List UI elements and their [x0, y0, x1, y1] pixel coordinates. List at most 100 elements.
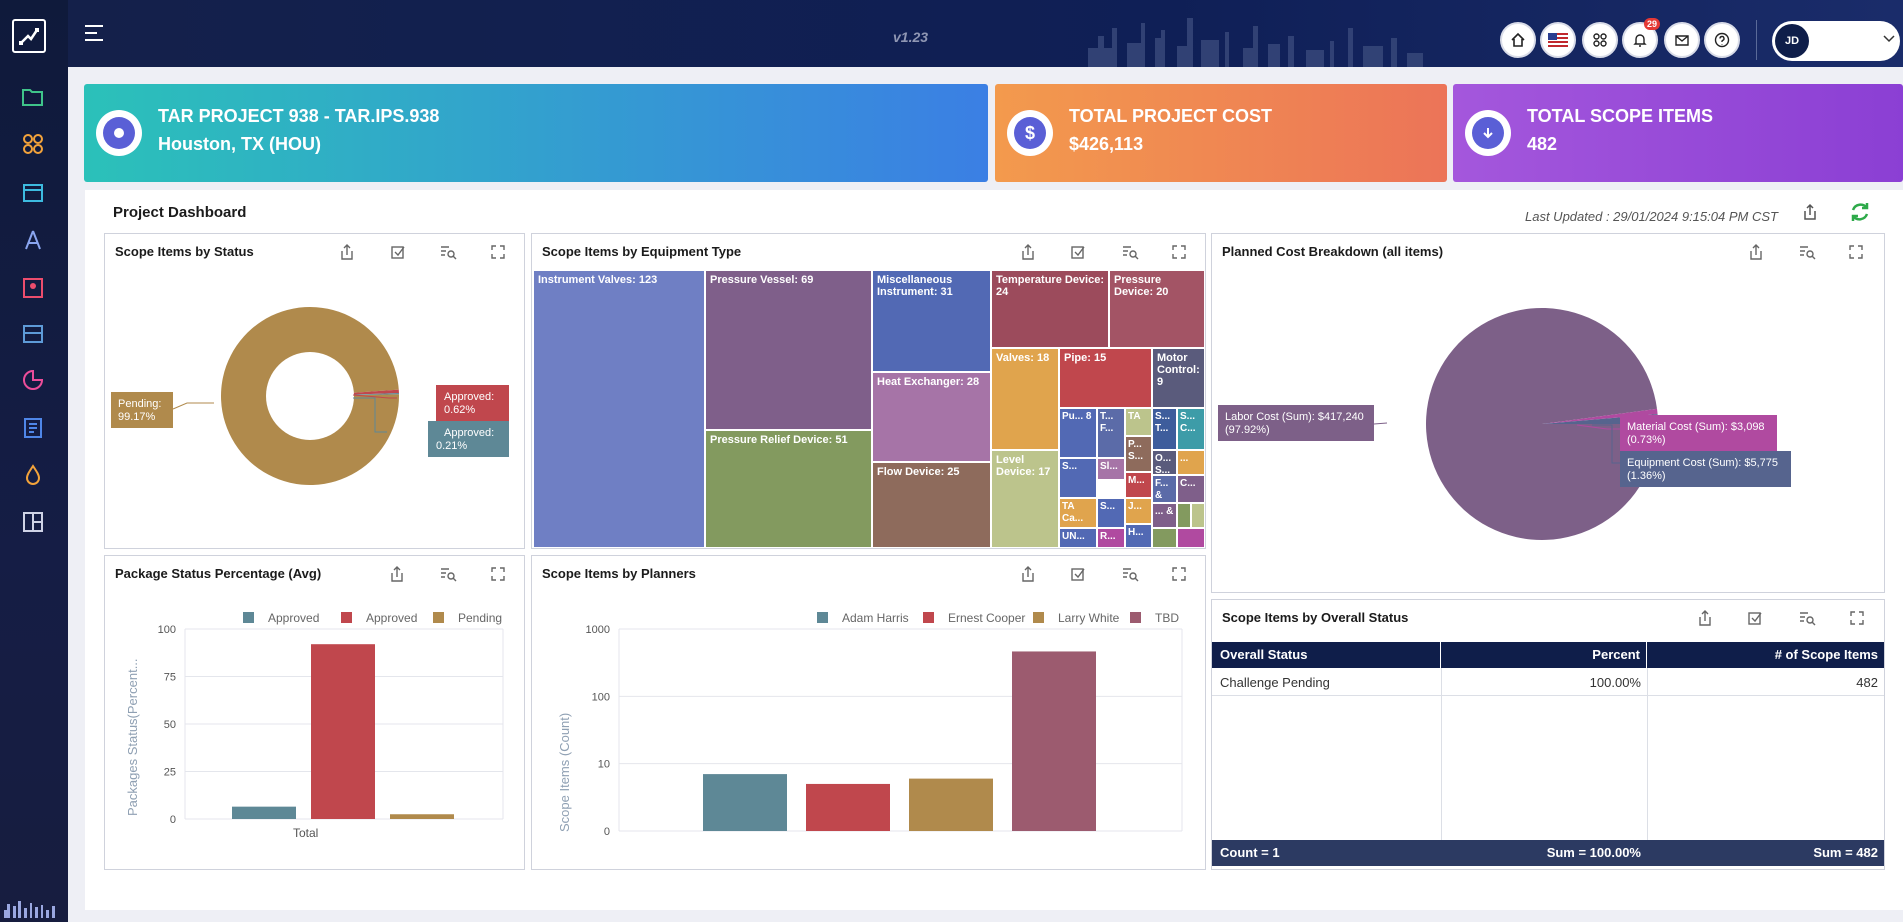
select-icon[interactable]	[1068, 564, 1088, 584]
home-button[interactable]	[1500, 22, 1536, 58]
menu-icon[interactable]	[84, 24, 104, 42]
export-icon[interactable]	[387, 564, 407, 584]
treemap-cell[interactable]: P... S...	[1125, 436, 1152, 472]
y-axis-label: Scope Items (Count)	[557, 713, 572, 832]
treemap-cell[interactable]	[1177, 503, 1191, 528]
treemap-cell[interactable]: Instrument Valves: 123	[533, 270, 705, 548]
apps-icon[interactable]	[20, 131, 46, 157]
select-icon[interactable]	[1068, 242, 1088, 262]
filter-search-icon[interactable]	[438, 242, 458, 262]
legend-item[interactable]: Approved	[341, 611, 417, 625]
dashboard-export-icon[interactable]	[1801, 203, 1819, 221]
treemap-cell[interactable]: UN...	[1059, 528, 1097, 548]
bar[interactable]	[1012, 651, 1096, 831]
treemap-cell[interactable]: Motor Control: 9	[1152, 348, 1205, 408]
treemap-cell[interactable]: T... F...	[1097, 408, 1125, 458]
expand-icon[interactable]	[1169, 242, 1189, 262]
filter-search-icon[interactable]	[1797, 242, 1817, 262]
apps-button[interactable]	[1582, 22, 1618, 58]
treemap-cell[interactable]: O... S...	[1152, 450, 1177, 475]
pie-slice[interactable]	[1426, 307, 1658, 540]
treemap-cell[interactable]: TA	[1125, 408, 1152, 436]
export-icon[interactable]	[1746, 242, 1766, 262]
table-header[interactable]: Overall Status	[1212, 642, 1441, 668]
treemap-cell[interactable]: Sl...	[1097, 458, 1125, 480]
drop-icon[interactable]	[20, 462, 46, 488]
treemap-cell[interactable]: S... T...	[1152, 408, 1177, 450]
treemap-cell[interactable]: Valves: 18	[991, 348, 1059, 450]
filter-search-icon[interactable]	[438, 564, 458, 584]
bar[interactable]	[390, 814, 454, 819]
export-icon[interactable]	[1018, 242, 1038, 262]
legend-item[interactable]: TBD	[1130, 611, 1179, 625]
document-icon[interactable]	[20, 415, 46, 441]
export-icon[interactable]	[1695, 608, 1715, 628]
select-icon[interactable]	[388, 242, 408, 262]
contact-icon[interactable]	[20, 275, 46, 301]
treemap-cell[interactable]: Pressure Device: 20	[1109, 270, 1205, 348]
legend-item[interactable]: Approved	[243, 611, 319, 625]
pie-slice[interactable]	[1542, 408, 1658, 424]
legend-item[interactable]: Ernest Cooper	[923, 611, 1025, 625]
expand-icon[interactable]	[488, 564, 508, 584]
expand-icon[interactable]	[1846, 242, 1866, 262]
treemap-cell[interactable]: S... C...	[1177, 408, 1205, 450]
treemap-cell[interactable]	[1191, 503, 1205, 528]
chevron-down-icon[interactable]	[1883, 35, 1895, 43]
bar[interactable]	[311, 644, 375, 819]
treemap-cell[interactable]: S...	[1097, 498, 1125, 528]
grid-icon[interactable]	[20, 509, 46, 535]
treemap-cell[interactable]	[1177, 528, 1205, 548]
treemap-cell[interactable]: H...	[1125, 524, 1152, 548]
filter-search-icon[interactable]	[1120, 564, 1140, 584]
treemap-cell[interactable]: TA Ca...	[1059, 498, 1097, 528]
messages-button[interactable]	[1664, 22, 1700, 58]
refresh-icon[interactable]	[1848, 200, 1872, 224]
select-icon[interactable]	[1745, 608, 1765, 628]
treemap-cell[interactable]: Flow Device: 25	[872, 462, 991, 548]
folder-icon[interactable]	[20, 84, 46, 110]
treemap-cell[interactable]: M...	[1125, 472, 1152, 498]
bar[interactable]	[909, 778, 993, 831]
compass-icon[interactable]	[20, 227, 46, 253]
treemap-cell[interactable]: C...	[1177, 475, 1205, 503]
layout-icon[interactable]	[20, 321, 46, 347]
help-button[interactable]	[1704, 22, 1740, 58]
treemap-cell[interactable]: Pressure Relief Device: 51	[705, 430, 872, 548]
language-button[interactable]	[1540, 22, 1576, 58]
export-icon[interactable]	[337, 242, 357, 262]
treemap-cell[interactable]: F... &	[1152, 475, 1177, 503]
expand-icon[interactable]	[1847, 608, 1867, 628]
legend-item[interactable]: Larry White	[1033, 611, 1119, 625]
app-logo[interactable]	[12, 19, 46, 53]
treemap-cell[interactable]: ...	[1177, 450, 1205, 475]
legend-item[interactable]: Adam Harris	[817, 611, 909, 625]
notifications-button[interactable]: 29	[1622, 18, 1660, 58]
filter-search-icon[interactable]	[1120, 242, 1140, 262]
expand-icon[interactable]	[1169, 564, 1189, 584]
user-avatar[interactable]: JD	[1775, 24, 1809, 58]
treemap-cell[interactable]	[1152, 528, 1177, 548]
treemap-cell[interactable]: ... &	[1152, 503, 1177, 528]
treemap-cell[interactable]: Pipe: 15	[1059, 348, 1152, 408]
table-header[interactable]: Percent	[1441, 642, 1647, 668]
bar[interactable]	[232, 806, 296, 819]
export-icon[interactable]	[1018, 564, 1038, 584]
bar[interactable]	[806, 783, 890, 831]
treemap-cell[interactable]: Pu... 8	[1059, 408, 1097, 458]
treemap-cell[interactable]: S...	[1059, 458, 1097, 498]
treemap-cell[interactable]: Heat Exchanger: 28	[872, 372, 991, 462]
treemap-cell[interactable]: Temperature Device: 24	[991, 270, 1109, 348]
table-header[interactable]: # of Scope Items	[1647, 642, 1884, 668]
bar[interactable]	[703, 774, 787, 831]
treemap-cell[interactable]: Miscellaneous Instrument: 31	[872, 270, 991, 372]
treemap-cell[interactable]: Pressure Vessel: 69	[705, 270, 872, 430]
treemap-cell[interactable]: J...	[1125, 498, 1152, 524]
treemap-cell[interactable]: R...	[1097, 528, 1125, 548]
legend-item[interactable]: Pending	[433, 611, 502, 625]
filter-search-icon[interactable]	[1797, 608, 1817, 628]
store-icon[interactable]	[20, 179, 46, 205]
expand-icon[interactable]	[488, 242, 508, 262]
pie-chart-icon[interactable]	[20, 367, 46, 393]
treemap-cell[interactable]: Level Device: 17	[991, 450, 1059, 548]
